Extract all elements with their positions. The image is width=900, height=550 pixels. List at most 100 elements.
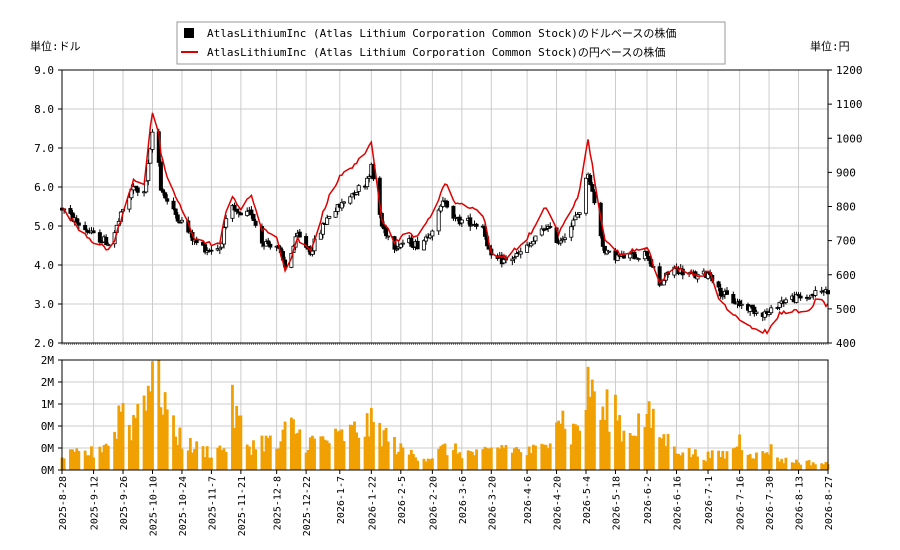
volume-bar xyxy=(694,449,697,470)
volume-bar xyxy=(424,461,428,470)
candle-body xyxy=(409,237,414,247)
volume-bar xyxy=(458,452,462,470)
date-tick-label: 2025-11-21 xyxy=(237,476,248,536)
volume-bar xyxy=(69,449,72,470)
volume-bar xyxy=(481,449,485,470)
date-tick-label: 2026-1-7 xyxy=(336,476,347,524)
volume-bar xyxy=(340,429,344,470)
volume-bar xyxy=(237,415,241,470)
candle-body xyxy=(394,248,399,251)
date-tick-label: 2026-7-30 xyxy=(765,476,776,530)
volume-bar xyxy=(784,457,788,470)
candle-body xyxy=(588,174,593,185)
candle-body xyxy=(348,196,353,204)
date-tick-label: 2025-12-22 xyxy=(302,476,313,536)
volume-bar xyxy=(731,448,735,470)
volume-bar xyxy=(599,419,603,470)
candle-body xyxy=(783,299,788,303)
volume-bar xyxy=(71,449,74,470)
candle-body xyxy=(339,202,344,209)
candle-body xyxy=(398,243,403,248)
volume-bar xyxy=(618,415,622,470)
candle-body xyxy=(415,240,420,250)
volume-bar xyxy=(262,451,266,470)
volume-bar xyxy=(98,446,102,470)
candle-body xyxy=(386,235,391,238)
left-axis-tick-label: 6.0 xyxy=(34,181,54,194)
date-tick-label: 2025-10-10 xyxy=(148,476,159,536)
volume-bar xyxy=(483,446,487,470)
candle-body xyxy=(600,234,605,247)
candle-body xyxy=(163,192,168,199)
volume-bar xyxy=(763,453,767,470)
volume-bar xyxy=(304,452,308,470)
volume-bar xyxy=(201,446,205,470)
candle-body xyxy=(445,200,450,208)
date-tick-label: 2026-4-20 xyxy=(553,476,564,530)
volume-bar xyxy=(510,452,514,470)
volume-bar xyxy=(306,449,310,470)
candle-body xyxy=(577,212,582,215)
left-axis-tick-label: 4.0 xyxy=(34,259,54,272)
volume-bar xyxy=(401,447,405,470)
volume-bar xyxy=(616,420,619,470)
volume-bar xyxy=(178,427,182,470)
volume-bar xyxy=(790,462,794,470)
candle-body xyxy=(367,176,372,179)
volume-bar xyxy=(746,454,750,470)
date-tick-label: 2026-3-6 xyxy=(458,476,469,524)
volume-bar xyxy=(115,438,119,470)
volume-bar xyxy=(132,415,135,470)
volume-bar xyxy=(100,452,104,470)
candle-body xyxy=(333,211,338,218)
volume-bar xyxy=(470,451,474,470)
volume-bar xyxy=(706,451,710,470)
volume-bar xyxy=(776,457,779,470)
volume-bar xyxy=(799,464,803,470)
candle-body xyxy=(468,217,473,227)
volume-bar xyxy=(151,361,154,470)
volume-bar xyxy=(294,433,297,470)
volume-bar xyxy=(797,462,800,470)
volume-bar xyxy=(92,457,95,470)
volume-bar xyxy=(220,450,224,470)
volume-bar xyxy=(473,455,476,470)
candle-body xyxy=(706,272,711,279)
volume-bar xyxy=(519,452,523,470)
date-tick-label: 2026-8-13 xyxy=(795,476,806,530)
volume-bar xyxy=(740,450,744,470)
candle-body xyxy=(230,205,235,219)
volume-bar xyxy=(637,413,641,470)
candle-body xyxy=(144,180,149,193)
volume-bar xyxy=(603,420,607,470)
candle-body xyxy=(232,204,237,211)
volume-bar xyxy=(313,438,316,470)
candle-body xyxy=(424,236,429,242)
volume-bar xyxy=(430,458,434,470)
volume-bar xyxy=(542,444,546,470)
candle-body xyxy=(148,148,153,164)
yen-price-series xyxy=(61,112,829,335)
volume-bar xyxy=(647,401,651,470)
legend-label-dollar: AtlasLithiumInc (Atlas Lithium Corporati… xyxy=(207,26,676,40)
date-tick-label: 2026-4-6 xyxy=(523,476,534,524)
candle-body xyxy=(222,227,227,245)
volume-bar xyxy=(239,415,243,470)
volume-bar xyxy=(235,405,239,470)
volume-bar xyxy=(502,447,506,470)
candle-body xyxy=(750,304,755,309)
volume-bar xyxy=(755,452,758,470)
volume-bar xyxy=(710,450,714,470)
volume-bar xyxy=(353,421,356,470)
volume-bar xyxy=(795,459,798,470)
candle-body xyxy=(777,301,782,308)
candle-body xyxy=(70,212,75,222)
candle-body xyxy=(459,219,464,224)
date-tick-label: 2026-6-2 xyxy=(643,476,654,524)
volume-bar xyxy=(498,448,502,470)
candle-body xyxy=(224,218,229,228)
candle-body xyxy=(531,240,536,245)
volume-bar xyxy=(106,445,110,470)
date-tick-label: 2026-5-18 xyxy=(611,476,622,530)
volume-bar xyxy=(452,450,455,470)
